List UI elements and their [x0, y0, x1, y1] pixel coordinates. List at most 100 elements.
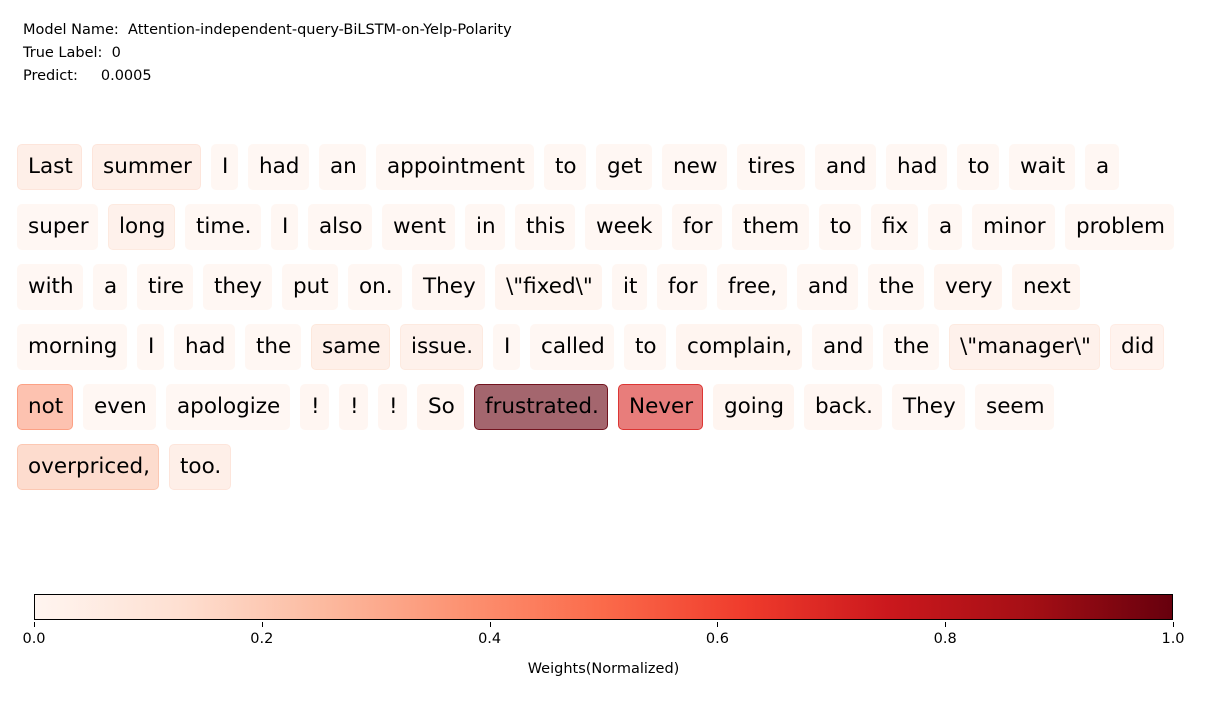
token-61: even — [83, 384, 156, 430]
colorbar-tick-label: 0.4 — [478, 631, 502, 647]
token-4: an — [319, 144, 366, 190]
colorbar-tick-label: 0.0 — [22, 631, 46, 647]
token-6: to — [544, 144, 586, 190]
token-37: They — [412, 264, 485, 310]
token-57: the — [883, 324, 939, 370]
token-36: on. — [348, 264, 402, 310]
colorbar-label: Weights(Normalized) — [527, 661, 680, 677]
colorbar-tick-label: 0.6 — [705, 631, 729, 647]
token-22: this — [515, 204, 575, 250]
model-name-value: Attention-independent-query-BiLSTM-on-Ye… — [128, 22, 512, 38]
token-48: had — [174, 324, 235, 370]
colorbar-tick-mark — [489, 622, 491, 627]
colorbar-tick-mark — [1173, 622, 1174, 627]
token-0: Last — [17, 144, 82, 190]
token-59: did — [1110, 324, 1164, 370]
token-56: and — [812, 324, 873, 370]
token-15: super — [17, 204, 98, 250]
token-32: a — [93, 264, 127, 310]
token-20: went — [382, 204, 455, 250]
token-14: a — [1085, 144, 1119, 190]
token-53: called — [530, 324, 614, 370]
token-17: time. — [185, 204, 261, 250]
token-41: free, — [717, 264, 787, 310]
token-26: to — [819, 204, 861, 250]
token-46: morning — [17, 324, 127, 370]
true-label-label: True Label: — [23, 45, 103, 61]
token-71: They — [892, 384, 965, 430]
token-62: apologize — [166, 384, 290, 430]
token-18: I — [271, 204, 298, 250]
token-19: also — [308, 204, 372, 250]
colorbar-tick-mark — [945, 622, 947, 627]
token-39: it — [612, 264, 647, 310]
token-65: ! — [378, 384, 407, 430]
model-info: Model Name: Attention-independent-query-… — [23, 19, 512, 88]
token-69: going — [713, 384, 794, 430]
colorbar-tick-label: 0.2 — [250, 631, 274, 647]
predict-row: Predict: 0.0005 — [23, 65, 512, 88]
token-28: a — [928, 204, 962, 250]
token-64: ! — [339, 384, 368, 430]
token-43: the — [868, 264, 924, 310]
token-70: back. — [804, 384, 882, 430]
token-51: issue. — [400, 324, 483, 370]
token-50: same — [311, 324, 390, 370]
token-52: I — [493, 324, 520, 370]
colorbar-tick-label: 0.8 — [933, 631, 957, 647]
token-34: they — [203, 264, 272, 310]
token-9: tires — [737, 144, 805, 190]
predict-value: 0.0005 — [100, 68, 152, 84]
colorbar-gradient — [34, 594, 1173, 620]
token-38: \"fixed\" — [495, 264, 602, 310]
token-45: next — [1012, 264, 1080, 310]
token-31: with — [17, 264, 83, 310]
token-29: minor — [972, 204, 1055, 250]
token-30: problem — [1065, 204, 1174, 250]
token-12: to — [957, 144, 999, 190]
colorbar-tick-mark — [34, 622, 35, 627]
token-25: them — [732, 204, 809, 250]
model-name-label: Model Name: — [23, 22, 119, 38]
token-55: complain, — [676, 324, 802, 370]
token-21: in — [465, 204, 505, 250]
token-5: appointment — [376, 144, 534, 190]
token-13: wait — [1009, 144, 1075, 190]
token-67: frustrated. — [474, 384, 608, 430]
token-58: \"manager\" — [949, 324, 1100, 370]
token-73: overpriced, — [17, 444, 159, 490]
token-74: too. — [169, 444, 231, 490]
token-10: and — [815, 144, 876, 190]
token-24: for — [672, 204, 722, 250]
token-16: long — [108, 204, 175, 250]
colorbar-tick-label: 1.0 — [1161, 631, 1185, 647]
token-60: not — [17, 384, 73, 430]
token-44: very — [934, 264, 1002, 310]
token-2: I — [211, 144, 238, 190]
token-42: and — [797, 264, 858, 310]
token-63: ! — [300, 384, 329, 430]
token-66: So — [417, 384, 464, 430]
token-47: I — [137, 324, 164, 370]
token-1: summer — [92, 144, 201, 190]
colorbar — [34, 594, 1173, 622]
colorbar-ticks: 0.0 0.2 0.4 0.6 0.8 1.0 — [22, 620, 1185, 660]
token-3: had — [248, 144, 309, 190]
colorbar-tick-mark — [717, 622, 719, 627]
token-68: Never — [618, 384, 703, 430]
token-8: new — [662, 144, 727, 190]
token-11: had — [886, 144, 947, 190]
token-23: week — [585, 204, 662, 250]
token-35: put — [282, 264, 338, 310]
token-27: fix — [871, 204, 918, 250]
colorbar-tick-mark — [261, 622, 263, 627]
true-label-row: True Label: 0 — [23, 42, 512, 65]
token-54: to — [624, 324, 666, 370]
token-72: seem — [975, 384, 1054, 430]
predict-label: Predict: — [23, 68, 78, 84]
token-49: the — [245, 324, 301, 370]
token-40: for — [657, 264, 707, 310]
token-33: tire — [137, 264, 193, 310]
model-name-row: Model Name: Attention-independent-query-… — [23, 19, 512, 42]
